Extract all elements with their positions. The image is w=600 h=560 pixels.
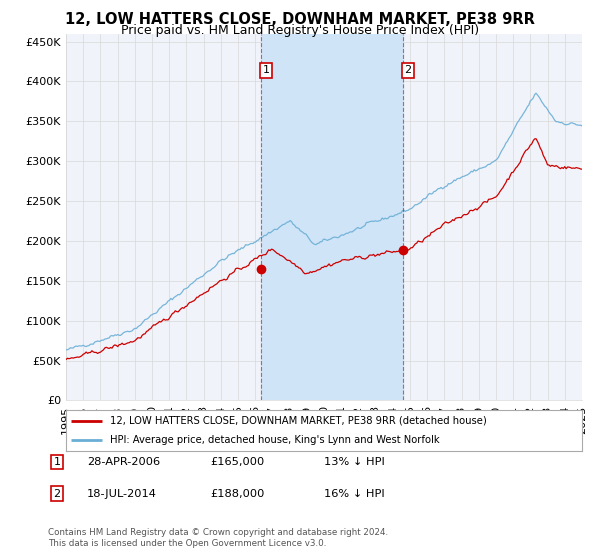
Text: 12, LOW HATTERS CLOSE, DOWNHAM MARKET, PE38 9RR (detached house): 12, LOW HATTERS CLOSE, DOWNHAM MARKET, P… — [110, 416, 487, 426]
Text: 16% ↓ HPI: 16% ↓ HPI — [324, 489, 385, 499]
Text: 18-JUL-2014: 18-JUL-2014 — [87, 489, 157, 499]
Text: £188,000: £188,000 — [210, 489, 265, 499]
Text: 2: 2 — [404, 66, 412, 76]
Text: 13% ↓ HPI: 13% ↓ HPI — [324, 457, 385, 467]
Text: 28-APR-2006: 28-APR-2006 — [87, 457, 160, 467]
Text: Contains HM Land Registry data © Crown copyright and database right 2024.
This d: Contains HM Land Registry data © Crown c… — [48, 528, 388, 548]
Bar — [261, 34, 403, 400]
Text: HPI: Average price, detached house, King's Lynn and West Norfolk: HPI: Average price, detached house, King… — [110, 435, 439, 445]
Text: 12, LOW HATTERS CLOSE, DOWNHAM MARKET, PE38 9RR: 12, LOW HATTERS CLOSE, DOWNHAM MARKET, P… — [65, 12, 535, 27]
Text: 1: 1 — [53, 457, 61, 467]
Text: £165,000: £165,000 — [210, 457, 264, 467]
Text: Price paid vs. HM Land Registry's House Price Index (HPI): Price paid vs. HM Land Registry's House … — [121, 24, 479, 37]
Text: 2: 2 — [53, 489, 61, 499]
Text: 1: 1 — [263, 66, 269, 76]
